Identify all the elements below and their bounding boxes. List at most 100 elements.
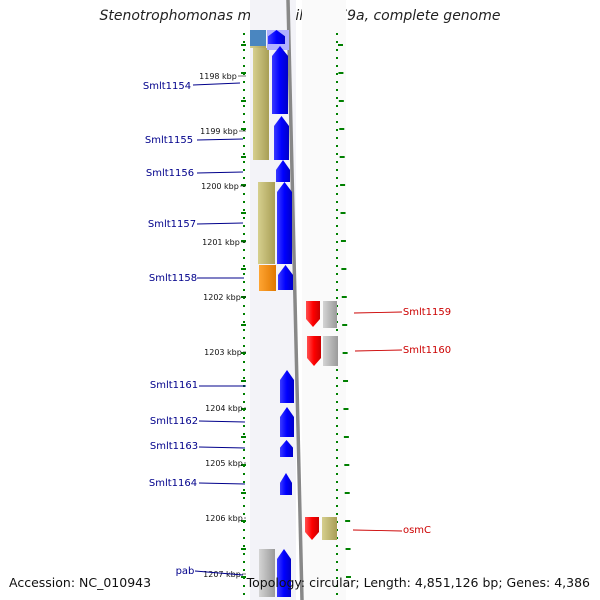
topology-text: Topology: circular; Length: 4,851,126 bp… — [246, 575, 590, 590]
map-title: Stenotrophomonas maltophilia K279a, comp… — [99, 8, 501, 24]
forward-gene-arrow — [280, 440, 293, 457]
ruler-left-dot — [243, 369, 245, 371]
ruler-left-tick — [241, 212, 246, 214]
reverse-lane — [302, 0, 346, 600]
gene-label-Smlt1156: Smlt1156 — [146, 168, 194, 179]
genome-backbone — [286, 0, 304, 600]
reverse-gene-arrow — [306, 301, 320, 327]
ruler-left-dot — [243, 449, 245, 451]
gene-label-Smlt1162: Smlt1162 — [150, 416, 198, 427]
ruler-left-dot — [243, 161, 245, 163]
ruler-left-dot — [243, 289, 245, 291]
kbp-tick-label: 1199 kbp — [200, 127, 238, 136]
kbp-tick-label: 1207 kbp — [203, 570, 241, 579]
kbp-tick-label: 1201 kbp — [202, 238, 240, 247]
ruler-right-dot — [336, 257, 338, 259]
ruler-right-dot — [336, 105, 338, 107]
ruler-right-dot — [336, 473, 338, 475]
ruler-right-dot — [336, 497, 338, 499]
ruler-right-dot — [336, 137, 338, 139]
ruler-left-dot — [243, 41, 245, 43]
ruler-left-dot — [243, 329, 245, 331]
ruler-right-dot — [336, 209, 338, 211]
ruler-right-dot — [336, 73, 338, 75]
ruler-left-dot — [243, 321, 245, 323]
kbp-tick-label: 1205 kbp — [205, 459, 243, 468]
ruler-right-tick — [341, 268, 347, 270]
ruler-right-dot — [336, 113, 338, 115]
ruler-left-dot — [243, 233, 245, 235]
gene-label-Smlt1157: Smlt1157 — [148, 219, 196, 230]
ruler-left-tick — [241, 492, 246, 494]
ruler-left-tick — [241, 324, 246, 326]
ruler-right-dot — [336, 585, 338, 587]
ruler-right-tick — [345, 548, 351, 550]
ruler-left-dot — [243, 537, 245, 539]
ruler-left-dot — [243, 113, 245, 115]
ruler-right-dot — [336, 481, 338, 483]
gene-label-Smlt1161: Smlt1161 — [150, 380, 198, 391]
ruler-left-dot — [243, 177, 245, 179]
ruler-right-dot — [336, 593, 338, 595]
ruler-right-dot — [336, 129, 338, 131]
ruler-right-dot — [336, 377, 338, 379]
ruler-left-dot — [243, 433, 245, 435]
cog-block — [259, 265, 276, 291]
ruler-right-dot — [336, 57, 338, 59]
ruler-right-dot — [336, 65, 338, 67]
ruler-right-dot — [336, 329, 338, 331]
forward-gene-arrow — [280, 473, 292, 495]
gene-label-pab: pab — [176, 566, 195, 577]
ruler-right-tick — [341, 296, 347, 298]
ruler-right-tick — [338, 100, 344, 102]
leader-line — [353, 311, 403, 314]
ruler-left-tick — [241, 156, 246, 158]
kbp-tick-label: 1203 kbp — [204, 348, 242, 357]
ruler-left-dot — [243, 337, 245, 339]
ruler-right-dot — [336, 193, 338, 195]
ruler-right-dot — [336, 297, 338, 299]
accession-text: Accession: NC_010943 — [9, 575, 152, 590]
leader-line — [352, 529, 403, 532]
ruler-right-tick — [339, 156, 345, 158]
ruler-left-dot — [243, 569, 245, 571]
ruler-left-dot — [243, 497, 245, 499]
kbp-tick-label: 1202 kbp — [203, 293, 241, 302]
ruler-right-dot — [336, 489, 338, 491]
ruler-right-dot — [336, 513, 338, 515]
ruler-left-dot — [243, 193, 245, 195]
ruler-right-dot — [336, 561, 338, 563]
ruler-right-dot — [336, 233, 338, 235]
ruler-right-dot — [336, 161, 338, 163]
leader-line — [354, 349, 403, 352]
kbp-tick-label: 1204 kbp — [205, 404, 243, 413]
cog-block — [259, 549, 275, 597]
ruler-left-dot — [243, 481, 245, 483]
leader-line — [196, 138, 244, 141]
ruler-left-dot — [243, 201, 245, 203]
ruler-left-dot — [243, 137, 245, 139]
ruler-right-dot — [336, 201, 338, 203]
ruler-right-dot — [336, 121, 338, 123]
ruler-left-tick — [241, 240, 246, 242]
ruler-right-dot — [336, 281, 338, 283]
ruler-left-tick — [241, 44, 246, 46]
ruler-right-dot — [336, 249, 338, 251]
ruler-right-dot — [336, 569, 338, 571]
ruler-left-dot — [243, 169, 245, 171]
ruler-left-tick — [241, 72, 246, 74]
ruler-right-dot — [336, 33, 338, 35]
ruler-right-tick — [343, 408, 349, 410]
ruler-left-dot — [243, 281, 245, 283]
ruler-right-tick — [338, 44, 343, 46]
ruler-left-tick — [241, 548, 246, 550]
forward-gene-arrow — [276, 160, 290, 182]
kbp-tick-label: 1198 kbp — [199, 72, 237, 81]
gene-label-Smlt1159: Smlt1159 — [403, 307, 451, 318]
ruler-right-dot — [336, 545, 338, 547]
ruler-right-tick — [344, 492, 350, 494]
ruler-left-dot — [243, 529, 245, 531]
gene-label-Smlt1158: Smlt1158 — [149, 273, 197, 284]
ruler-left-dot — [243, 505, 245, 507]
forward-gene-arrow — [277, 182, 292, 264]
